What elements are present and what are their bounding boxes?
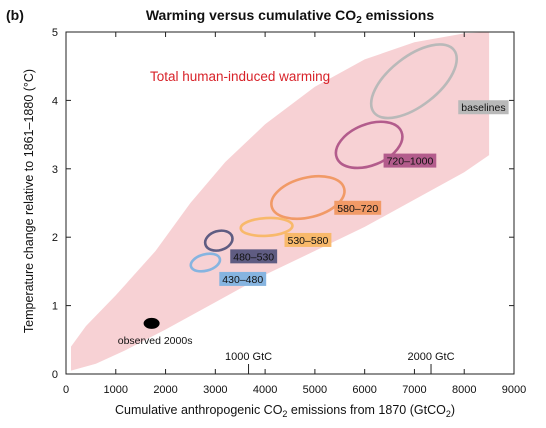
x-axis-label: Cumulative anthropogenic CO2 emissions f… bbox=[115, 403, 455, 419]
plot-area: Total human-induced warming 0 1000 2000 3000… bbox=[52, 27, 526, 396]
label-480–530: 480–530 bbox=[233, 251, 274, 263]
chart-title: Warming versus cumulative CO2 emissions bbox=[146, 7, 434, 26]
label-box-480–530 bbox=[230, 249, 278, 264]
ellipse-480–530 bbox=[203, 229, 234, 252]
ellipse-530–580 bbox=[239, 216, 294, 238]
y-tick-label: 2 bbox=[52, 232, 58, 244]
ellipse-580–720 bbox=[270, 174, 346, 221]
label-720–1000: 720–1000 bbox=[387, 156, 434, 168]
y-tick-label: 0 bbox=[52, 369, 58, 381]
label-box-720–1000 bbox=[383, 153, 437, 168]
chart-title-sub: 2 bbox=[356, 15, 362, 26]
x-tick-label: 3000 bbox=[203, 384, 227, 396]
label-430–480: 430–480 bbox=[222, 274, 263, 286]
label-box-430–480 bbox=[219, 271, 267, 286]
ellipse-720–1000 bbox=[334, 120, 404, 170]
x-tick-label: 5000 bbox=[303, 384, 327, 396]
x-tick-label: 2000 bbox=[153, 384, 177, 396]
x-tick-label: 6000 bbox=[352, 384, 376, 396]
x-tick-label: 0 bbox=[63, 384, 69, 396]
label-box-530–580 bbox=[284, 232, 332, 247]
label-box-baselines bbox=[458, 100, 509, 115]
gtc-label: 2000 GtC bbox=[407, 351, 454, 363]
label-580–720: 580–720 bbox=[337, 203, 378, 215]
y-tick-label: 3 bbox=[52, 164, 58, 176]
x-tick-label: 7000 bbox=[402, 384, 426, 396]
gtc-label: 1000 GtC bbox=[225, 351, 272, 363]
y-axis-label: Temperature change relative to 1861–1880… bbox=[22, 69, 36, 333]
x-tick-label: 9000 bbox=[502, 384, 526, 396]
ellipse-430–480 bbox=[189, 252, 222, 273]
ellipse-baselines bbox=[369, 43, 459, 120]
chart-title-pre: Warming versus cumulative CO bbox=[146, 7, 356, 23]
label-box-580–720 bbox=[334, 200, 382, 215]
x-tick-label: 8000 bbox=[452, 384, 476, 396]
x-tick-label: 1000 bbox=[104, 384, 128, 396]
label-baselines: baselines bbox=[461, 102, 505, 114]
observed-marker bbox=[143, 317, 160, 329]
warming-plume bbox=[71, 32, 490, 371]
label-530–580: 530–580 bbox=[288, 235, 329, 247]
plume-label: Total human-induced warming bbox=[150, 69, 330, 84]
y-tick-label: 1 bbox=[52, 301, 58, 313]
chart-title-post: emissions bbox=[362, 7, 435, 23]
x-tick-label: 4000 bbox=[253, 384, 277, 396]
y-tick-label: 5 bbox=[52, 27, 58, 39]
plot-frame bbox=[65, 31, 515, 375]
observed-label: observed 2000s bbox=[118, 335, 193, 347]
panel-label: (b) bbox=[6, 7, 24, 23]
y-tick-label: 4 bbox=[52, 95, 58, 107]
